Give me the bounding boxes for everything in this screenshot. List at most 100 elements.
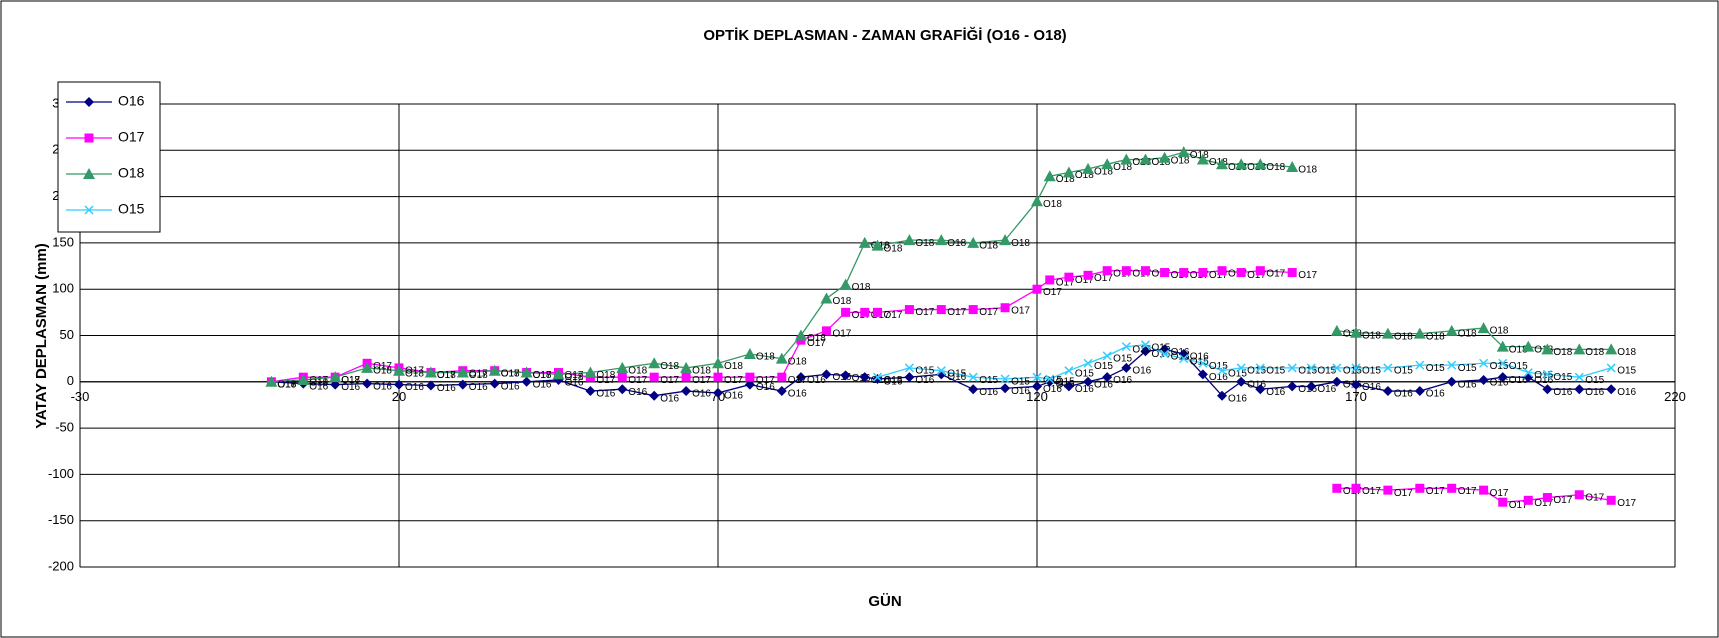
legend-label: O16 bbox=[118, 93, 145, 109]
data-label: O15 bbox=[1617, 366, 1636, 377]
data-label: O17 bbox=[1426, 486, 1445, 497]
data-label: O17 bbox=[1490, 488, 1509, 499]
legend: O16 O17 O18 O15 bbox=[57, 81, 161, 233]
data-label: O16 bbox=[1266, 387, 1285, 398]
marker bbox=[456, 366, 469, 378]
data-label: O18 bbox=[660, 361, 679, 372]
marker bbox=[1414, 386, 1425, 397]
marker bbox=[1498, 497, 1508, 507]
marker bbox=[904, 305, 914, 315]
marker bbox=[1217, 266, 1227, 276]
y-tick-label: 0 bbox=[67, 373, 74, 388]
data-label: O17 bbox=[884, 310, 903, 321]
data-label: O18 bbox=[469, 370, 488, 381]
data-label: O18 bbox=[1585, 347, 1604, 358]
data-label: O17 bbox=[1094, 273, 1113, 284]
marker bbox=[775, 352, 788, 364]
data-label: O15 bbox=[1362, 366, 1381, 377]
data-label: O15 bbox=[1132, 344, 1151, 355]
marker bbox=[297, 373, 310, 385]
data-label: O18 bbox=[1113, 162, 1132, 173]
marker bbox=[903, 234, 916, 246]
marker bbox=[1083, 376, 1094, 387]
data-label: O16 bbox=[1247, 379, 1266, 390]
data-label: O16 bbox=[1617, 387, 1636, 398]
marker bbox=[489, 378, 500, 389]
marker bbox=[1331, 376, 1342, 387]
y-tick-label: 50 bbox=[60, 327, 74, 342]
marker bbox=[552, 368, 565, 380]
marker bbox=[1139, 153, 1152, 165]
marker bbox=[777, 372, 787, 382]
data-label: O17 bbox=[915, 307, 934, 318]
marker bbox=[1158, 151, 1171, 163]
x-tick-label: 120 bbox=[1026, 389, 1048, 404]
data-label: O18 bbox=[1617, 347, 1636, 358]
marker bbox=[1121, 362, 1132, 373]
data-label: O15 bbox=[1458, 363, 1477, 374]
marker bbox=[681, 386, 692, 397]
marker bbox=[745, 372, 755, 382]
marker bbox=[1351, 363, 1361, 373]
marker bbox=[1000, 374, 1010, 384]
marker bbox=[1063, 381, 1074, 392]
marker bbox=[999, 234, 1012, 246]
marker bbox=[871, 239, 884, 251]
data-label: O16 bbox=[660, 393, 679, 404]
data-label: O16 bbox=[1362, 382, 1381, 393]
marker bbox=[424, 366, 437, 378]
marker bbox=[1197, 369, 1208, 380]
marker bbox=[967, 236, 980, 248]
data-label: O17 bbox=[756, 375, 775, 386]
marker bbox=[839, 278, 852, 290]
data-label: O18 bbox=[309, 378, 328, 389]
marker bbox=[1140, 340, 1150, 350]
marker bbox=[649, 372, 659, 382]
data-label: O17 bbox=[1585, 492, 1604, 503]
marker bbox=[681, 372, 691, 382]
data-label: O15 bbox=[1553, 372, 1572, 383]
y-tick-label: -100 bbox=[48, 466, 74, 481]
data-label: O16 bbox=[341, 382, 360, 393]
x-tick-label: -30 bbox=[71, 389, 90, 404]
marker bbox=[1383, 363, 1393, 373]
data-label: O17 bbox=[1266, 268, 1285, 279]
marker bbox=[1350, 326, 1362, 338]
marker bbox=[1287, 268, 1297, 278]
marker bbox=[84, 133, 94, 143]
data-label: O16 bbox=[807, 375, 826, 386]
data-label: O17 bbox=[469, 368, 488, 379]
marker bbox=[1179, 268, 1189, 278]
marker bbox=[1045, 374, 1055, 384]
data-label: O16 bbox=[756, 382, 775, 393]
marker bbox=[361, 361, 374, 373]
data-label: O18 bbox=[852, 282, 871, 293]
marker bbox=[1413, 327, 1426, 339]
marker bbox=[1160, 268, 1170, 278]
data-label: O16 bbox=[533, 379, 552, 390]
data-label: O17 bbox=[1553, 495, 1572, 506]
data-label: O18 bbox=[1426, 331, 1445, 342]
data-label: O18 bbox=[1458, 329, 1477, 340]
data-label: O18 bbox=[692, 366, 711, 377]
marker bbox=[1064, 366, 1074, 376]
data-label: O17 bbox=[1362, 486, 1381, 497]
data-label: O17 bbox=[1075, 275, 1094, 286]
marker bbox=[859, 372, 870, 383]
data-label: O18 bbox=[1298, 165, 1317, 176]
marker bbox=[1031, 195, 1043, 207]
data-label: O17 bbox=[277, 379, 296, 390]
data-label: O16 bbox=[724, 391, 743, 402]
marker bbox=[1498, 358, 1508, 368]
marker bbox=[872, 372, 883, 382]
marker bbox=[1606, 495, 1616, 505]
x-axis-label: GÜN bbox=[868, 593, 901, 610]
data-label: O16 bbox=[1132, 366, 1151, 377]
marker bbox=[1605, 343, 1618, 355]
marker bbox=[1382, 386, 1393, 397]
data-label: O16 bbox=[1011, 386, 1030, 397]
marker bbox=[1574, 372, 1584, 382]
data-label: O18 bbox=[1266, 162, 1285, 173]
marker bbox=[1351, 379, 1361, 390]
data-label: O16 bbox=[1075, 384, 1094, 395]
